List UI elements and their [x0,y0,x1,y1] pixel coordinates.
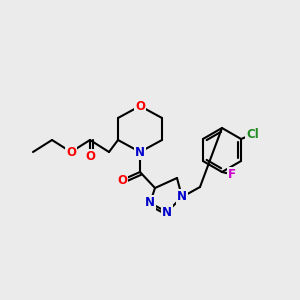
Text: N: N [177,190,187,203]
Text: F: F [228,169,236,182]
Text: O: O [66,146,76,158]
Text: Cl: Cl [247,128,260,142]
Text: N: N [145,196,155,209]
Text: O: O [85,151,95,164]
Text: N: N [162,206,172,218]
Text: O: O [135,100,145,112]
Text: N: N [135,146,145,158]
Text: O: O [117,173,127,187]
